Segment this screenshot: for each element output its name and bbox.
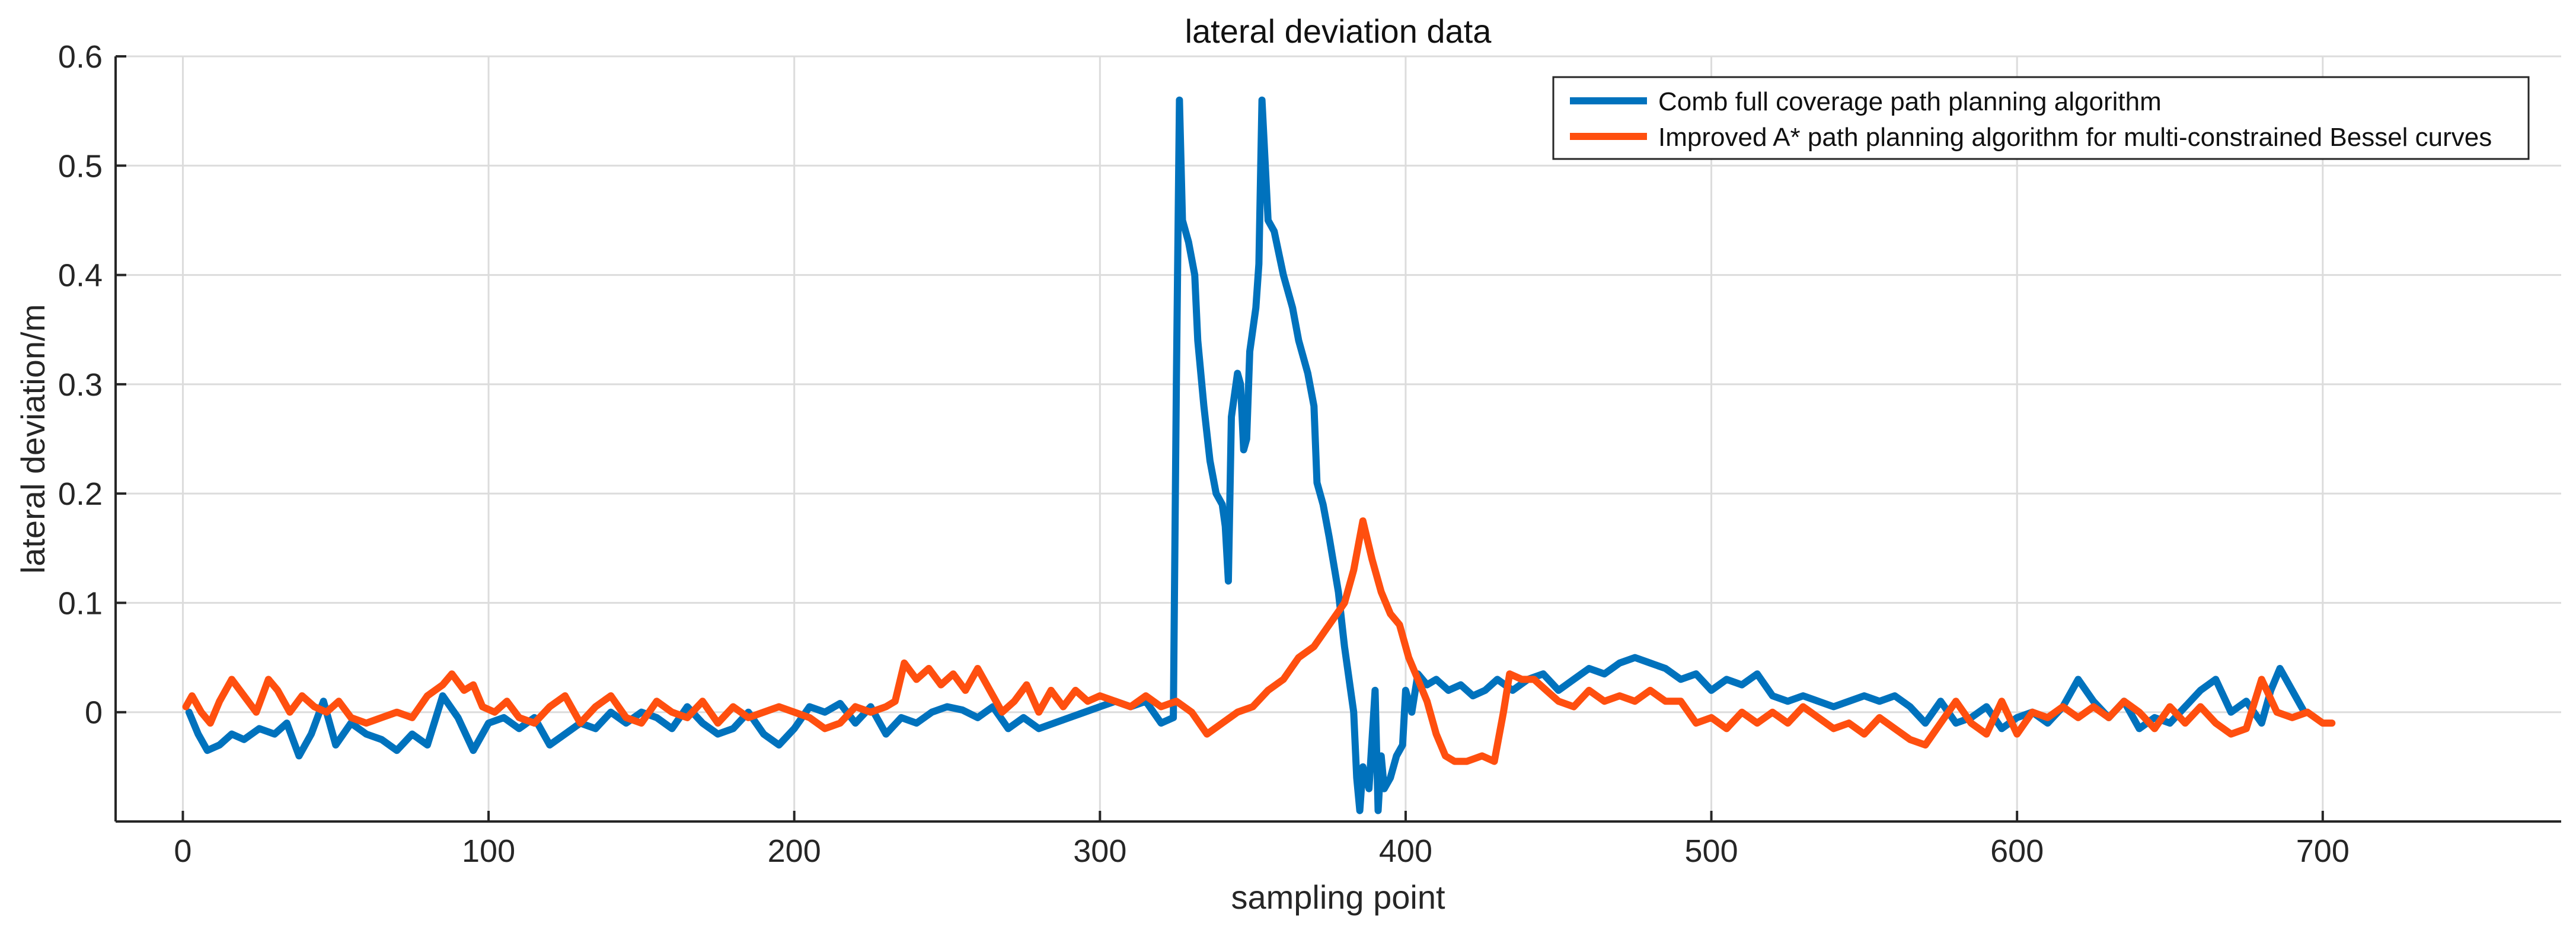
legend-box — [1552, 76, 2530, 160]
legend: Comb full coverage path planning algorit… — [1552, 76, 2530, 160]
x-tick-label: 700 — [2296, 833, 2350, 869]
series-line-comb — [185, 96, 2308, 814]
series-line-improved-astar — [182, 517, 2336, 765]
y-axis-title: lateral deviation/m — [14, 304, 52, 574]
y-tick-label: 0.4 — [58, 258, 103, 294]
legend-label-comb: Comb full coverage path planning algorit… — [1658, 87, 2162, 116]
axes — [114, 56, 2561, 823]
x-tick-label: 100 — [462, 833, 515, 869]
x-axis-title: sampling point — [1231, 878, 1445, 916]
x-tick-label: 400 — [1379, 833, 1432, 869]
x-tick-label: 600 — [1990, 833, 2044, 869]
x-tick-label: 200 — [768, 833, 821, 869]
x-tick-label: 300 — [1073, 833, 1126, 869]
chart-title: lateral deviation data — [1185, 12, 1492, 50]
y-tick-label: 0.5 — [58, 148, 103, 184]
y-tick-label: 0.2 — [58, 476, 103, 512]
y-tick-label: 0.6 — [58, 39, 103, 75]
y-tick-label: 0 — [85, 695, 103, 731]
y-tick-label: 0.3 — [58, 367, 103, 403]
x-tick-label: 0 — [174, 833, 191, 869]
y-ticks: 0 0.1 0.2 0.3 0.4 0.5 0.6 — [58, 39, 126, 731]
grid — [116, 55, 2561, 821]
x-ticks: 0 100 200 300 400 500 600 700 — [174, 811, 2350, 869]
x-tick-label: 500 — [1685, 833, 1738, 869]
legend-label-improved-astar: Improved A* path planning algorithm for … — [1658, 123, 2492, 152]
y-tick-label: 0.1 — [58, 585, 103, 621]
series-layer — [182, 96, 2336, 814]
